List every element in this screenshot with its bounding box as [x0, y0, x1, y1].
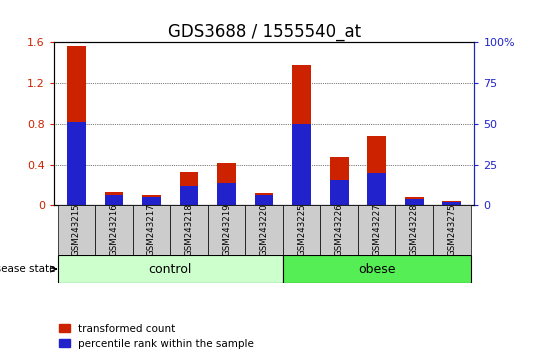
Bar	[433, 205, 471, 255]
Bar	[405, 199, 424, 205]
Bar	[67, 122, 86, 205]
Text: GSM243225: GSM243225	[297, 204, 306, 257]
Bar	[320, 205, 358, 255]
Bar	[208, 205, 245, 255]
Bar	[217, 162, 236, 205]
Bar	[283, 205, 320, 255]
Bar	[105, 195, 123, 205]
Text: GSM243227: GSM243227	[372, 204, 381, 257]
Bar	[292, 124, 311, 205]
Bar	[405, 197, 424, 205]
Text: GSM243216: GSM243216	[109, 204, 119, 257]
Text: disease state: disease state	[0, 264, 56, 274]
Bar	[245, 205, 283, 255]
Bar	[58, 255, 283, 283]
Bar	[105, 192, 123, 205]
Bar	[217, 183, 236, 205]
Bar	[358, 205, 396, 255]
Bar	[142, 197, 161, 205]
Text: GSM243275: GSM243275	[447, 204, 457, 257]
Bar	[170, 205, 208, 255]
Text: GSM243217: GSM243217	[147, 204, 156, 257]
Bar	[283, 255, 471, 283]
Bar	[368, 136, 386, 205]
Bar	[443, 201, 461, 205]
Bar	[179, 172, 198, 205]
Bar	[330, 158, 349, 205]
Bar	[255, 195, 273, 205]
Bar	[142, 195, 161, 205]
Text: GSM243218: GSM243218	[184, 204, 194, 257]
Text: GSM243215: GSM243215	[72, 204, 81, 257]
Text: GSM243226: GSM243226	[335, 204, 344, 257]
Bar	[330, 180, 349, 205]
Bar	[133, 205, 170, 255]
Title: GDS3688 / 1555540_at: GDS3688 / 1555540_at	[168, 23, 361, 41]
Text: control: control	[149, 263, 192, 275]
Bar	[58, 205, 95, 255]
Bar	[368, 173, 386, 205]
Legend: transformed count, percentile rank within the sample: transformed count, percentile rank withi…	[59, 324, 254, 349]
Text: GSM243220: GSM243220	[260, 204, 268, 257]
Bar	[255, 193, 273, 205]
Text: GSM243219: GSM243219	[222, 204, 231, 256]
Bar	[95, 205, 133, 255]
Bar	[443, 202, 461, 205]
Bar	[396, 205, 433, 255]
Bar	[179, 186, 198, 205]
Text: obese: obese	[358, 263, 396, 275]
Text: GSM243228: GSM243228	[410, 204, 419, 257]
Bar	[67, 46, 86, 205]
Bar	[292, 65, 311, 205]
